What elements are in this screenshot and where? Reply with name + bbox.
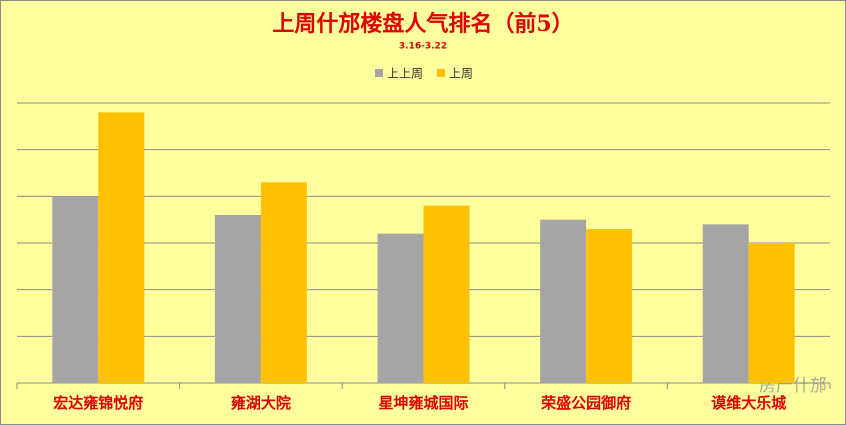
bar — [98, 112, 145, 383]
bar — [260, 182, 307, 383]
legend-label: 上上周 — [387, 67, 423, 81]
bar — [214, 215, 261, 383]
bar — [540, 219, 587, 383]
legend: 上上周 上周 — [375, 67, 473, 81]
legend-swatch — [375, 69, 383, 77]
x-tick-label: 星坤雍城国际 — [378, 394, 468, 412]
bar — [52, 196, 99, 383]
chart-subtitle: 3.16-3.22 — [399, 42, 447, 52]
chart-title: 上周什邡楼盘人气排名（前5） — [272, 11, 573, 37]
x-tick-label: 雍湖大院 — [231, 394, 291, 412]
x-tick-label: 宏达雍锦悦府 — [53, 394, 143, 412]
bar — [377, 233, 424, 383]
bar — [423, 205, 470, 383]
x-tick-label: 谟维大乐城 — [711, 394, 786, 412]
x-tick-label: 荣盛公园御府 — [540, 394, 631, 412]
bar — [702, 224, 749, 383]
legend-swatch — [437, 69, 446, 77]
legend-label: 上周 — [449, 67, 473, 81]
bar — [748, 243, 795, 383]
bar — [586, 229, 633, 383]
